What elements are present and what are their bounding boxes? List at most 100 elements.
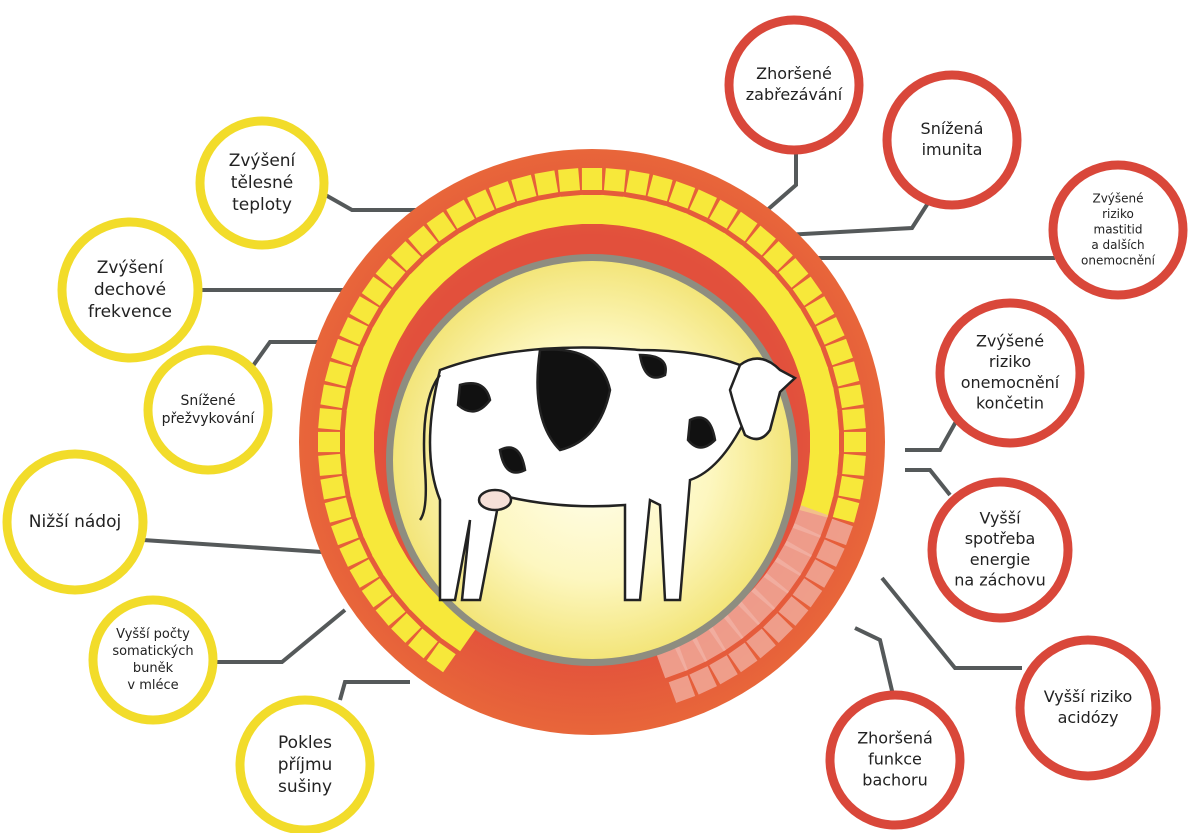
node-label: funkce — [868, 750, 922, 769]
node-circle — [88, 595, 218, 725]
ring-dash — [804, 387, 838, 416]
ring-dash — [842, 408, 866, 431]
ring-dash — [331, 338, 359, 366]
ring-dash — [361, 276, 392, 306]
ring-dash — [844, 431, 866, 453]
connector — [338, 680, 410, 701]
ring-dash — [751, 572, 789, 610]
ring-dash — [375, 258, 406, 288]
ring-dash — [446, 199, 475, 229]
connector — [763, 150, 798, 214]
node-label: příjmu — [278, 755, 333, 775]
node-label: Vyšší — [979, 508, 1021, 527]
node: Zhoršené zabřezávání — [724, 15, 864, 155]
connector — [142, 538, 323, 554]
ring-dash — [382, 557, 421, 594]
ring-dash — [689, 189, 717, 218]
node-label: Zhoršená — [857, 729, 933, 748]
node-label: energie — [970, 550, 1031, 569]
ring-dash — [372, 540, 410, 576]
ring-dash — [511, 174, 537, 202]
ring-dash — [581, 168, 603, 190]
node-label: Vyšší počty — [116, 627, 190, 642]
ring-dash — [324, 361, 352, 387]
node-label: imunita — [922, 140, 983, 159]
node-label: Nižší nádoj — [29, 512, 121, 532]
node: Snížená imunita — [882, 70, 1022, 210]
node-label: onemocnění — [961, 373, 1060, 392]
ring-dash — [668, 675, 696, 703]
node-circle — [1048, 160, 1188, 300]
ring-dash — [391, 613, 421, 643]
ring-dash — [728, 642, 758, 673]
node-label: spotřeba — [965, 529, 1036, 548]
node-label: Vyšší riziko — [1044, 687, 1133, 706]
connector — [854, 626, 895, 696]
ring-dash — [728, 211, 758, 242]
node-circle — [235, 695, 375, 833]
ring-dash — [763, 557, 802, 594]
ring-dash — [746, 628, 776, 659]
ring-dash — [808, 449, 840, 476]
ring-dash — [349, 296, 379, 325]
ring-dash — [737, 587, 776, 626]
connector — [905, 417, 960, 452]
node: Snížené přežvykování — [143, 345, 273, 475]
ring-dash — [372, 308, 410, 344]
ring-dash — [558, 168, 581, 192]
ring-dash — [707, 232, 744, 271]
ring-dash — [344, 449, 376, 476]
ring-dash — [440, 232, 477, 271]
node-label: acidózy — [1058, 708, 1119, 727]
node: Vyšší spotřeba energie na záchovu — [927, 477, 1073, 623]
ring-dash — [647, 174, 673, 202]
ring-dash — [558, 194, 585, 226]
ring-dash — [805, 296, 835, 325]
node-circle — [882, 70, 1022, 210]
ring-dash — [375, 596, 406, 626]
ring-dash — [816, 317, 845, 345]
ring-dash — [599, 194, 626, 226]
ring-dash — [382, 290, 421, 327]
connector — [212, 608, 347, 664]
ring-dash — [580, 195, 604, 224]
node: Vyšší riziko acidózy — [1015, 635, 1161, 781]
ring-dash — [668, 181, 696, 209]
ring-dash — [832, 497, 860, 523]
node-label: mastitid — [1094, 223, 1143, 237]
ring-dash — [346, 468, 380, 497]
node-label: Zvýšení — [97, 258, 165, 278]
ring-dash — [603, 168, 626, 192]
node-label: Zhoršené — [756, 64, 832, 83]
node-label: buněk — [133, 661, 174, 676]
ring-dash — [349, 559, 379, 588]
node: Vyšší počty somatických buněk v mléce — [88, 595, 218, 725]
node-label: sušiny — [278, 777, 332, 797]
ring-dash — [320, 475, 346, 500]
node-circle — [935, 298, 1085, 448]
node-label: teploty — [232, 195, 292, 215]
ring-dash — [737, 258, 776, 297]
ring-dash — [345, 430, 374, 454]
node-circle — [195, 116, 329, 250]
node-circle — [724, 15, 864, 155]
node-label: v mléce — [127, 678, 178, 693]
ring-dash — [774, 308, 812, 344]
node-label: Zvýšené — [976, 331, 1044, 350]
ring-dash — [318, 431, 340, 453]
ring-dash — [361, 578, 392, 608]
node-circle — [825, 690, 965, 830]
ring-dash — [763, 613, 793, 643]
ring-dash — [395, 274, 433, 312]
node-label: Snížené — [180, 393, 235, 409]
node-label: na záchovu — [954, 571, 1046, 590]
ring-dash — [778, 258, 809, 288]
node-circle — [927, 477, 1073, 623]
ring-dash — [395, 572, 433, 610]
